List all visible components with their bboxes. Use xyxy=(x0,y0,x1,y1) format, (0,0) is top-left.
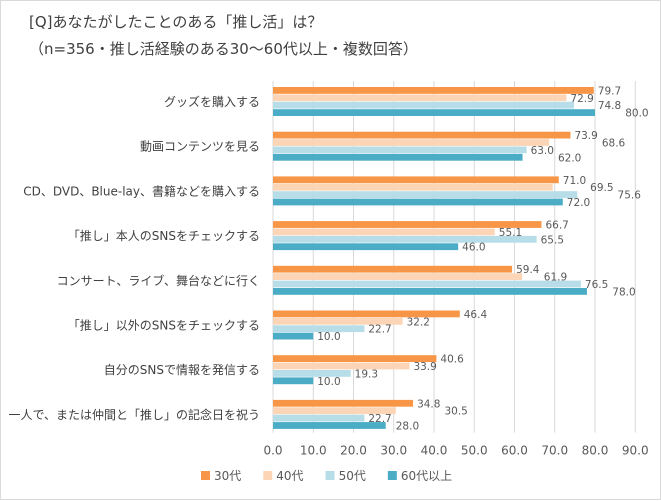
category-label: 動画コンテンツを見る xyxy=(140,140,260,154)
bar xyxy=(273,131,571,139)
bar xyxy=(273,109,595,116)
x-tick-label: 90.0 xyxy=(622,444,649,458)
bar xyxy=(273,310,460,318)
data-label: 65.5 xyxy=(541,234,564,246)
data-label: 19.3 xyxy=(355,368,378,380)
data-label: 80.0 xyxy=(625,108,648,120)
chart-title: [Q]あなたがしたことのある「推し活」は？ xyxy=(29,13,323,31)
data-label: 30.5 xyxy=(444,406,467,418)
legend-swatch xyxy=(387,471,397,480)
data-label: 72.9 xyxy=(570,93,593,105)
category-label: コンサート、ライブ、舞台などに行く xyxy=(57,273,260,288)
data-label: 76.5 xyxy=(585,279,608,291)
x-tick-label: 20.0 xyxy=(340,444,367,458)
bar xyxy=(273,414,365,422)
data-label: 22.7 xyxy=(368,413,391,425)
legend-label: 60代以上 xyxy=(401,469,452,483)
data-label: 63.0 xyxy=(531,145,554,157)
data-label: 75.6 xyxy=(618,190,642,202)
bar xyxy=(273,228,495,236)
bar xyxy=(273,87,594,94)
x-tick-label: 0.0 xyxy=(263,444,282,458)
bar xyxy=(273,288,587,295)
data-label: 68.6 xyxy=(602,138,626,150)
data-label: 55.1 xyxy=(499,227,522,239)
bar xyxy=(273,407,396,415)
data-label: 61.9 xyxy=(544,272,567,284)
data-label: 62.0 xyxy=(558,152,581,164)
x-tick-label: 10.0 xyxy=(300,444,327,458)
x-tick-label: 50.0 xyxy=(461,444,488,458)
legend-swatch xyxy=(201,471,210,480)
data-label: 78.0 xyxy=(612,286,635,298)
bar xyxy=(273,94,567,102)
category-label: 「推し」本人のSNSをチェックする xyxy=(68,229,260,243)
data-label: 74.8 xyxy=(598,100,621,112)
category-label: 「推し」以外のSNSをチェックする xyxy=(68,319,260,333)
chart-subtitle: （n=356・推し活経験のある30〜60代以上・複数回答） xyxy=(29,40,418,58)
data-label: 34.8 xyxy=(417,398,440,410)
category-label: 自分のSNSで情報を発信する xyxy=(104,363,260,377)
data-label: 22.7 xyxy=(368,324,391,336)
x-tick-label: 60.0 xyxy=(501,444,528,458)
bar xyxy=(273,221,542,228)
bar xyxy=(273,325,365,333)
data-label: 28.0 xyxy=(396,421,419,433)
bar xyxy=(273,139,550,146)
bar xyxy=(273,280,581,288)
bar xyxy=(273,101,575,109)
bar xyxy=(273,370,351,377)
data-label: 59.4 xyxy=(516,264,540,276)
bar xyxy=(273,377,314,385)
data-label: 10.0 xyxy=(317,331,340,343)
legend-swatch xyxy=(325,471,335,480)
data-label: 33.9 xyxy=(413,361,436,373)
x-tick-label: 40.0 xyxy=(421,444,448,458)
data-label: 71.0 xyxy=(563,175,586,187)
bar xyxy=(273,362,410,370)
legend-swatch xyxy=(263,471,273,480)
data-label: 66.7 xyxy=(545,220,568,232)
legend-label: 50代 xyxy=(339,469,366,483)
data-label: 79.7 xyxy=(598,85,621,97)
bar xyxy=(273,265,513,273)
bar xyxy=(273,146,527,154)
bar xyxy=(273,176,559,184)
data-label: 69.5 xyxy=(590,182,613,194)
data-label: 46.4 xyxy=(464,309,488,321)
bar xyxy=(273,332,314,340)
data-label: 40.6 xyxy=(440,354,464,366)
x-tick-label: 30.0 xyxy=(380,444,407,458)
category-label: グッズを購入する xyxy=(164,94,260,109)
data-label: 73.9 xyxy=(574,130,597,142)
bar xyxy=(273,355,437,362)
bar xyxy=(273,183,553,191)
data-label: 32.2 xyxy=(407,316,430,328)
bar xyxy=(273,198,563,206)
x-tick-label: 70.0 xyxy=(541,444,568,458)
legend-label: 40代 xyxy=(276,469,303,483)
data-label: 72.0 xyxy=(567,197,590,209)
bar xyxy=(273,399,414,407)
legend-label: 30代 xyxy=(214,469,241,483)
bar xyxy=(273,317,403,325)
data-label: 10.0 xyxy=(317,376,340,388)
x-tick-label: 80.0 xyxy=(582,444,609,458)
bar xyxy=(273,153,523,161)
category-label: CD、DVD、Blue-lay、書籍などを購入する xyxy=(23,183,260,198)
category-label: 一人で、または仲間と「推し」の記念日を祝う xyxy=(8,407,260,422)
bar xyxy=(273,235,537,243)
data-label: 46.0 xyxy=(462,242,485,254)
bar xyxy=(273,422,386,429)
bar xyxy=(273,243,459,251)
bar xyxy=(273,191,578,198)
bar xyxy=(273,273,523,280)
